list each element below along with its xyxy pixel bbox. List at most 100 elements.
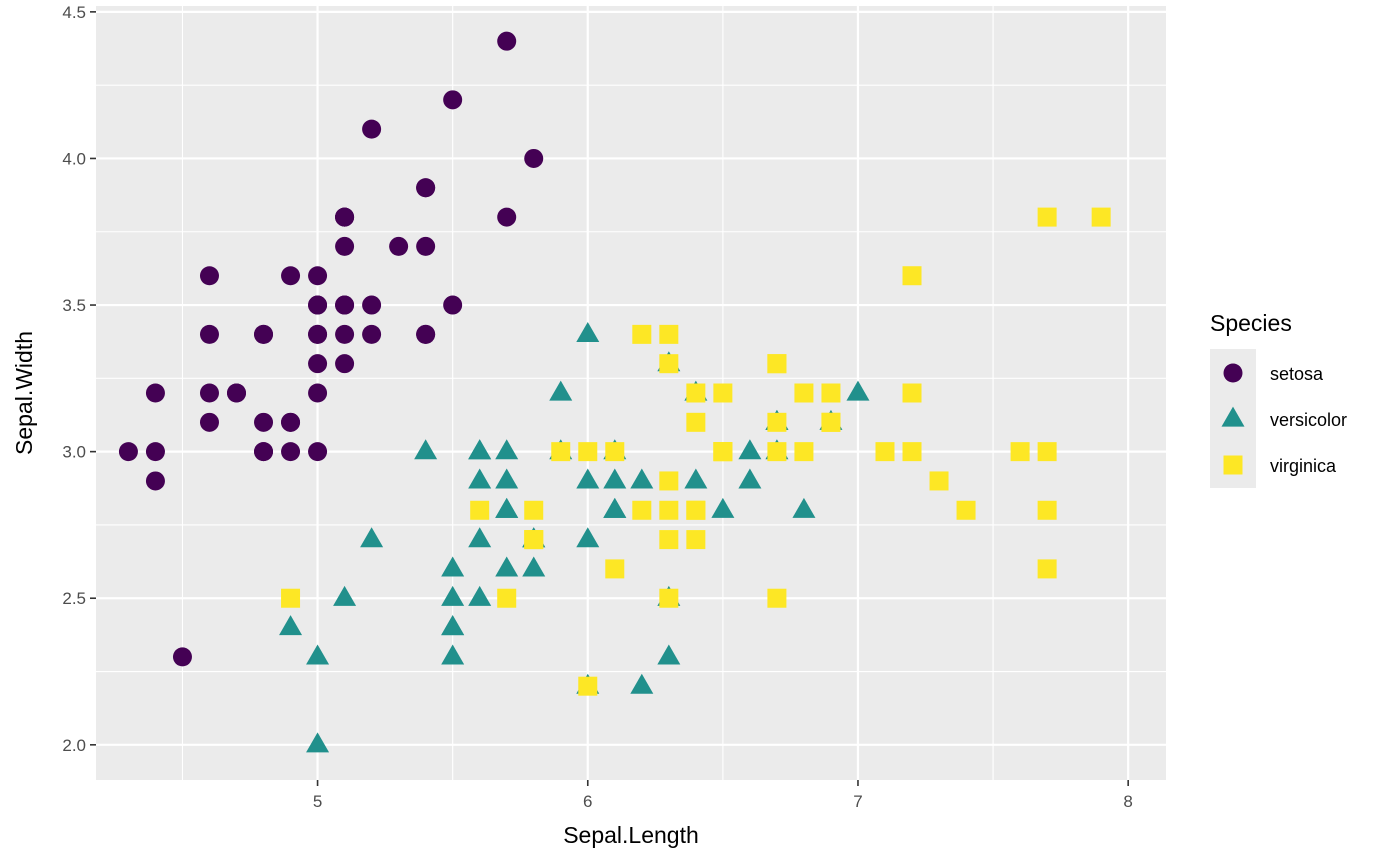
point-virginica (578, 676, 598, 696)
point-versicolor (333, 585, 357, 606)
point-virginica (902, 266, 922, 286)
point-virginica (902, 442, 922, 462)
point-versicolor (549, 380, 573, 401)
minor-gridlines (96, 6, 1166, 780)
point-virginica (794, 442, 814, 462)
point-versicolor (684, 468, 708, 489)
x-tick-label: 7 (853, 792, 862, 811)
point-versicolor (630, 468, 654, 489)
point-virginica (686, 412, 706, 432)
y-axis-title: Sepal.Width (11, 331, 37, 455)
x-axis: 5 6 7 8 (313, 780, 1133, 811)
point-virginica (713, 442, 733, 462)
legend-key-virginica (1223, 455, 1243, 475)
point-versicolor (441, 644, 465, 665)
point-setosa (497, 207, 517, 227)
point-virginica (605, 442, 625, 462)
point-setosa (199, 383, 219, 403)
point-virginica (632, 324, 652, 344)
point-virginica (767, 442, 787, 462)
legend-label-versicolor: versicolor (1270, 410, 1347, 430)
point-setosa (172, 647, 192, 667)
point-setosa (145, 383, 165, 403)
data-points (118, 31, 1111, 753)
point-virginica (767, 412, 787, 432)
point-virginica (659, 530, 679, 550)
y-tick-label: 3.5 (62, 296, 86, 315)
point-virginica (794, 383, 814, 403)
point-versicolor (441, 585, 465, 606)
plot-panel (96, 6, 1166, 780)
point-versicolor (495, 439, 519, 460)
point-versicolor (738, 468, 762, 489)
legend-title: Species (1210, 310, 1292, 336)
point-setosa (524, 148, 544, 168)
point-virginica (632, 500, 652, 520)
point-versicolor (306, 732, 330, 753)
point-setosa (308, 266, 328, 286)
point-setosa (145, 471, 165, 491)
legend-label-virginica: virginica (1270, 456, 1337, 476)
legend: Species setosa versicolor virginica (1210, 310, 1347, 488)
point-virginica (470, 500, 490, 520)
point-versicolor (792, 497, 816, 518)
point-versicolor (603, 468, 627, 489)
point-setosa (199, 324, 219, 344)
point-virginica (1091, 207, 1111, 227)
point-virginica (659, 354, 679, 374)
point-setosa (335, 236, 355, 256)
point-setosa (443, 295, 463, 315)
point-setosa (281, 442, 301, 462)
point-versicolor (657, 644, 681, 665)
point-setosa (254, 442, 274, 462)
point-versicolor (306, 644, 330, 665)
point-versicolor (576, 321, 600, 342)
y-axis: 2.0 2.5 3.0 3.5 4.0 4.5 (62, 3, 96, 755)
point-setosa (199, 412, 219, 432)
point-versicolor (495, 497, 519, 518)
y-tick-label: 4.0 (62, 149, 86, 168)
point-versicolor (441, 556, 465, 577)
point-setosa (389, 236, 409, 256)
point-setosa (118, 442, 138, 462)
legend-key-versicolor (1221, 406, 1245, 427)
point-virginica (524, 500, 544, 520)
point-setosa (335, 324, 355, 344)
major-gridlines (96, 6, 1166, 780)
point-versicolor (468, 439, 492, 460)
point-virginica (713, 383, 733, 403)
point-virginica (1010, 442, 1030, 462)
point-setosa (443, 90, 463, 110)
point-virginica (659, 588, 679, 608)
point-virginica (659, 324, 679, 344)
point-virginica (497, 588, 517, 608)
point-versicolor (576, 468, 600, 489)
point-setosa (308, 383, 328, 403)
point-virginica (821, 383, 841, 403)
point-setosa (227, 383, 247, 403)
x-tick-label: 8 (1123, 792, 1132, 811)
point-versicolor (468, 585, 492, 606)
point-versicolor (522, 556, 546, 577)
point-virginica (524, 530, 544, 550)
point-virginica (1037, 442, 1057, 462)
point-versicolor (468, 468, 492, 489)
point-virginica (875, 442, 895, 462)
point-setosa (254, 324, 274, 344)
point-versicolor (576, 527, 600, 548)
point-versicolor (846, 380, 870, 401)
point-versicolor (495, 556, 519, 577)
point-versicolor (468, 527, 492, 548)
point-setosa (281, 412, 301, 432)
point-virginica (929, 471, 949, 491)
point-virginica (1037, 559, 1057, 579)
point-versicolor (441, 615, 465, 636)
y-tick-label: 4.5 (62, 3, 86, 22)
legend-items: setosa versicolor virginica (1221, 363, 1347, 476)
x-axis-title: Sepal.Length (563, 822, 699, 848)
point-setosa (308, 354, 328, 374)
point-virginica (281, 588, 301, 608)
point-versicolor (360, 527, 384, 548)
point-versicolor (495, 468, 519, 489)
